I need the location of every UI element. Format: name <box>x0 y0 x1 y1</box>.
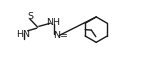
Text: NH: NH <box>47 18 60 27</box>
Text: N=: N= <box>53 31 68 40</box>
Text: S: S <box>27 12 33 21</box>
Text: HN: HN <box>16 30 30 39</box>
